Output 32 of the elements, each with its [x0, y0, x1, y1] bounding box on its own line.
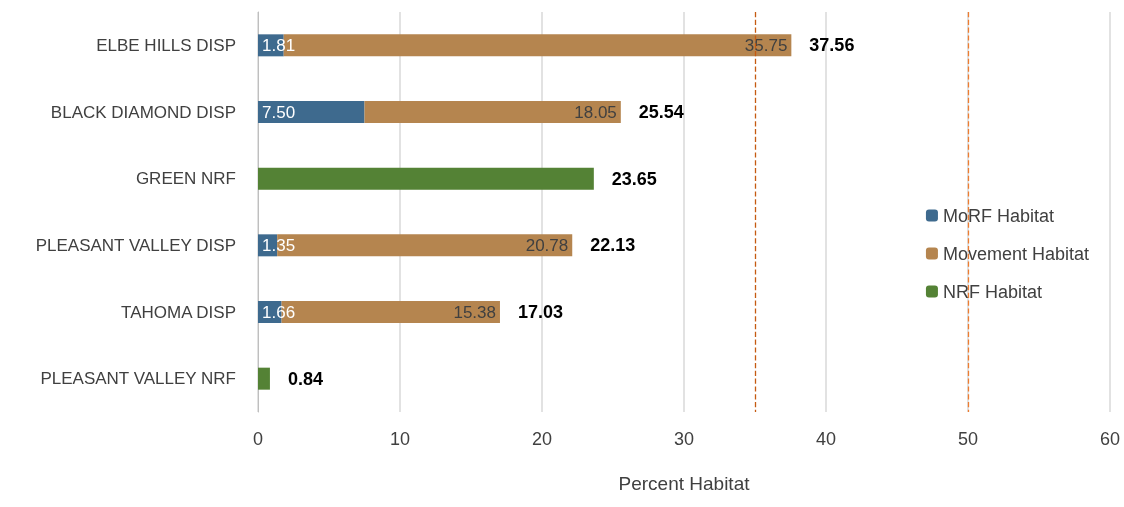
y-tick-label: PLEASANT VALLEY DISP — [35, 235, 236, 255]
data-label: 15.38 — [453, 302, 496, 322]
bar — [364, 101, 621, 123]
total-label: 25.54 — [638, 102, 684, 122]
legend-label: Movement Habitat — [942, 243, 1090, 264]
y-tick-label: TAHOMA DISP — [121, 302, 236, 322]
x-tick-label: 50 — [957, 429, 979, 449]
bar — [258, 367, 270, 390]
x-axis-title: Percent Habitat — [618, 473, 751, 494]
total-label: 23.65 — [611, 168, 657, 189]
x-tick-label: 10 — [389, 429, 411, 449]
total-label: 17.03 — [517, 302, 564, 322]
x-tick-label: 60 — [1099, 429, 1121, 449]
data-label: 35.75 — [744, 35, 788, 55]
data-label: 7.50 — [262, 102, 296, 122]
x-tick-label: 0 — [252, 429, 264, 449]
total-label: 0.84 — [287, 368, 323, 389]
x-tick-label: 40 — [815, 429, 837, 449]
bar — [258, 167, 594, 190]
data-label: 18.05 — [574, 102, 617, 122]
total-label: 37.56 — [809, 35, 855, 56]
y-tick-label: PLEASANT VALLEY NRF — [40, 369, 236, 389]
x-tick-label: 20 — [531, 429, 553, 449]
data-label: 20.78 — [525, 235, 569, 255]
legend-label: MoRF Habitat — [942, 205, 1054, 226]
y-tick-label: BLACK DIAMOND DISP — [50, 102, 236, 122]
y-tick-label: ELBE HILLS DISP — [96, 35, 236, 55]
x-tick-label: 30 — [673, 429, 695, 449]
total-label: 22.13 — [590, 235, 636, 256]
bar — [258, 101, 365, 123]
y-tick-label: GREEN NRF — [135, 169, 236, 189]
legend-label: NRF Habitat — [942, 281, 1042, 302]
